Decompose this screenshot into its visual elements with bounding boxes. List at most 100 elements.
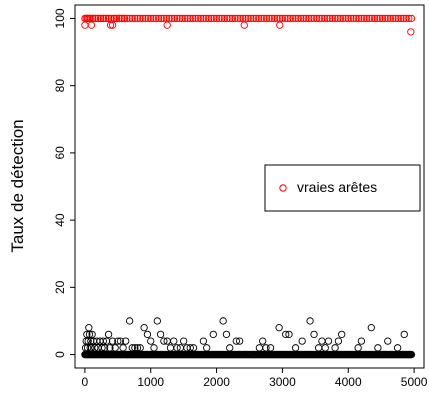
black-series-point — [88, 330, 96, 339]
red-series-point — [331, 14, 339, 23]
x-tick-label: 2000 — [203, 375, 230, 389]
red-series-point — [181, 14, 189, 23]
red-series-point — [170, 14, 179, 23]
red-series-point — [163, 21, 171, 29]
black-series-point — [179, 337, 188, 345]
black-series-point — [91, 344, 99, 352]
red-series-point — [344, 14, 352, 23]
y-tick-label: 0 — [53, 351, 67, 358]
black-series-point — [203, 344, 211, 352]
red-series-point — [276, 21, 284, 29]
red-series-point — [281, 14, 289, 23]
red-series-point — [320, 14, 329, 23]
red-series-point — [215, 14, 223, 23]
red-series-point — [165, 14, 173, 23]
red-series-point — [186, 14, 194, 23]
red-series-point — [278, 14, 287, 23]
red-series-point — [405, 14, 413, 23]
black-series-point — [119, 344, 127, 352]
black-series-point — [143, 330, 152, 339]
black-series-point — [298, 337, 306, 345]
red-series-point — [389, 14, 397, 23]
red-series-point — [297, 14, 305, 23]
red-series-point — [228, 14, 237, 23]
black-series-point — [102, 337, 111, 345]
y-axis: 0 20 40 60 80 100 — [53, 8, 75, 358]
y-axis-title: Taux de détection — [8, 119, 27, 252]
red-series-point — [147, 14, 155, 23]
red-series-point — [144, 14, 152, 23]
red-series-point — [125, 14, 134, 23]
red-series-point — [202, 14, 210, 23]
red-series-point — [252, 14, 260, 23]
red-series-point — [176, 14, 184, 23]
black-series-point — [199, 337, 208, 345]
black-series-point — [85, 324, 93, 332]
red-series-point — [205, 14, 213, 23]
black-series-point — [133, 344, 142, 352]
red-series-point — [128, 14, 136, 23]
red-series-point — [194, 14, 202, 23]
red-series-point — [81, 21, 89, 29]
y-tick-label: 100 — [53, 8, 67, 28]
red-series-point — [183, 14, 192, 23]
legend-marker-vraies-aretes — [279, 184, 287, 192]
red-series-point — [313, 14, 321, 23]
black-series-point — [338, 330, 346, 339]
red-series-point — [347, 14, 355, 23]
black-series-point — [170, 337, 178, 345]
red-series-point — [386, 14, 395, 23]
red-series-point — [220, 14, 229, 23]
black-series-point — [354, 344, 362, 352]
red-series-point — [310, 14, 318, 23]
red-series-point — [284, 14, 292, 23]
black-series-point — [266, 344, 275, 352]
black-series-point — [147, 337, 155, 345]
red-series-point — [255, 14, 263, 23]
red-series-point — [363, 14, 371, 23]
y-tick-label: 80 — [53, 79, 67, 93]
black-series-point — [131, 344, 139, 352]
red-series-point — [302, 14, 310, 23]
red-series-point — [262, 14, 271, 23]
black-series-point — [125, 317, 134, 325]
red-series-point — [123, 14, 131, 23]
red-series-point — [334, 14, 342, 23]
red-series-point — [210, 14, 218, 23]
red-series-point — [178, 14, 186, 23]
red-series-point — [397, 14, 405, 23]
red-series-point — [173, 14, 181, 23]
red-series-point — [318, 14, 326, 23]
black-series-point — [255, 344, 264, 352]
red-series-point — [373, 14, 381, 23]
black-series-point — [83, 330, 91, 339]
red-series-point — [360, 14, 368, 23]
black-series-point — [314, 344, 323, 352]
red-series-point — [307, 14, 316, 23]
red-series-point — [212, 14, 221, 23]
black-series-point — [235, 337, 244, 345]
red-series-point — [352, 14, 360, 23]
red-series-point — [157, 14, 165, 23]
red-series-point — [233, 14, 242, 23]
black-series-point — [285, 330, 293, 339]
red-series-point — [244, 14, 252, 23]
black-series-point — [275, 324, 283, 332]
red-series-point — [270, 14, 279, 23]
black-series-point — [160, 337, 168, 345]
red-series-point — [149, 14, 158, 23]
red-series-point — [168, 14, 176, 23]
black-series-point — [291, 344, 300, 352]
red-series-point — [378, 14, 387, 23]
red-series-point — [133, 14, 142, 23]
red-series-point — [236, 14, 244, 23]
red-series-point — [355, 14, 363, 23]
black-series-point — [173, 344, 181, 352]
red-series-point — [349, 14, 358, 23]
red-series-point — [402, 14, 410, 23]
red-series-point — [223, 14, 231, 23]
red-series-point — [392, 14, 400, 23]
black-series-point — [136, 344, 144, 352]
